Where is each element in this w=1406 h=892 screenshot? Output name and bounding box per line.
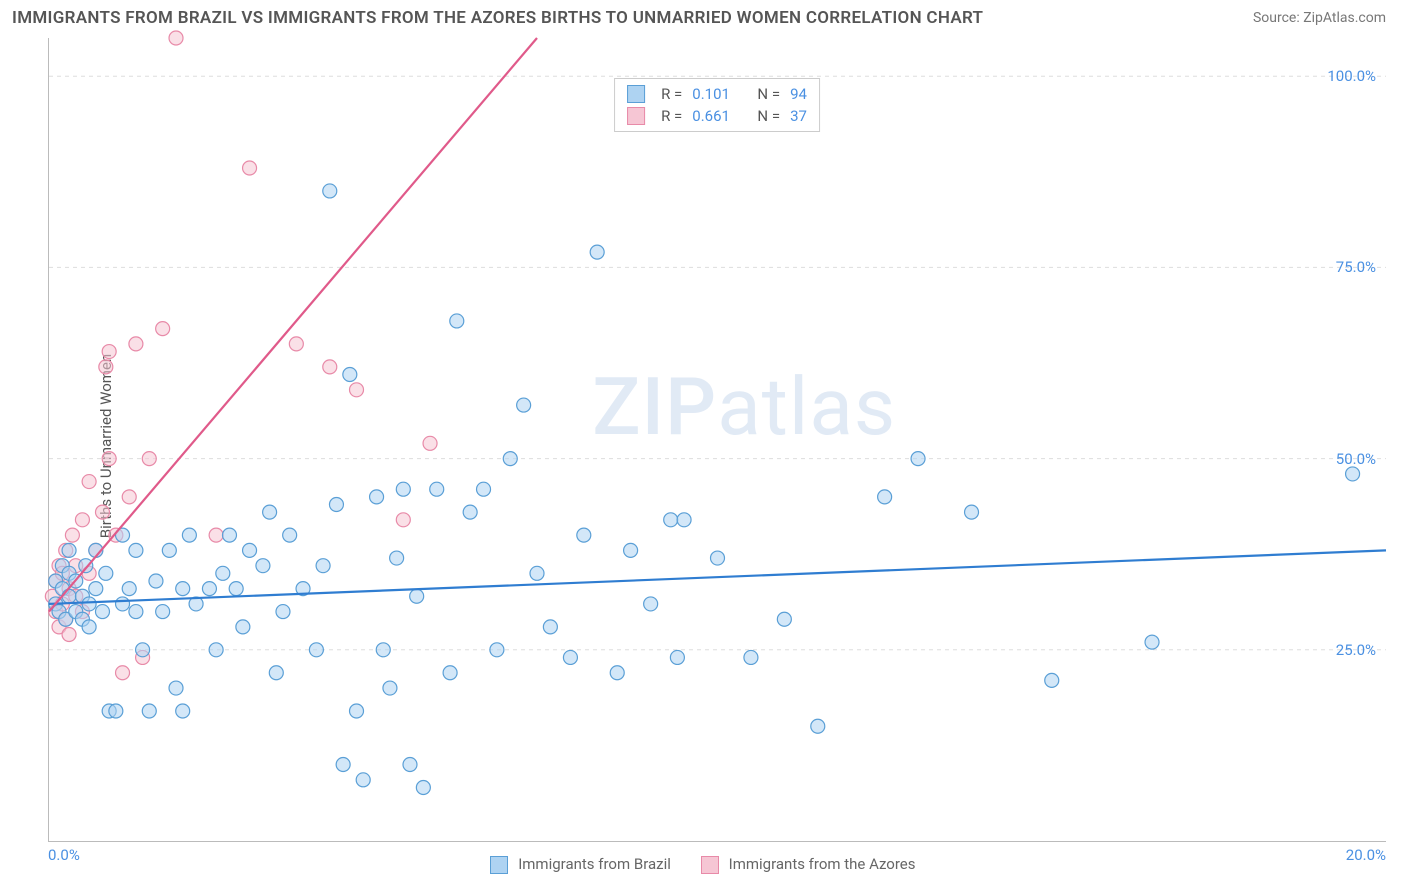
legend-item-brazil: Immigrants from Brazil xyxy=(490,855,670,874)
scatter-plot-svg xyxy=(49,38,1386,841)
correlation-legend: R = 0.101 N = 94 R = 0.661 N = 37 xyxy=(614,78,820,132)
chart-area: ZIPatlas 25.0%50.0%75.0%100.0% R = 0.101… xyxy=(48,38,1386,842)
source-attribution: Source: ZipAtlas.com xyxy=(1253,10,1386,26)
swatch-brazil xyxy=(627,85,645,103)
series-legend: Immigrants from Brazil Immigrants from t… xyxy=(0,855,1406,874)
y-tick-label: 50.0% xyxy=(1336,450,1376,468)
swatch-azores-footer xyxy=(701,856,719,874)
swatch-azores xyxy=(627,107,645,125)
legend-item-azores: Immigrants from the Azores xyxy=(701,855,916,874)
legend-row-azores: R = 0.661 N = 37 xyxy=(627,105,807,127)
y-tick-label: 25.0% xyxy=(1336,641,1376,659)
plot-region: ZIPatlas 25.0%50.0%75.0%100.0% xyxy=(48,38,1386,842)
y-tick-label: 100.0% xyxy=(1327,67,1376,85)
y-tick-label: 75.0% xyxy=(1336,258,1376,276)
swatch-brazil-footer xyxy=(490,856,508,874)
chart-title: IMMIGRANTS FROM BRAZIL VS IMMIGRANTS FRO… xyxy=(12,8,983,28)
legend-row-brazil: R = 0.101 N = 94 xyxy=(627,83,807,105)
